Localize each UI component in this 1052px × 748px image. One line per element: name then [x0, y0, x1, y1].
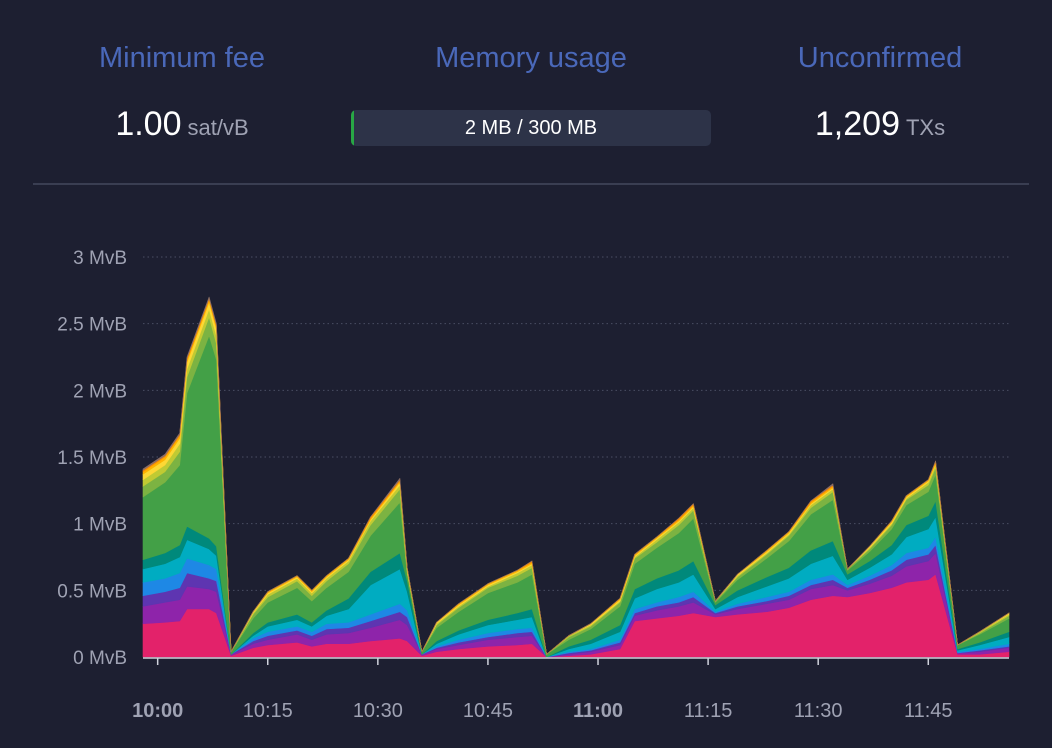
minimum-fee-stat: Minimum fee 1.00 sat/vB [32, 36, 332, 150]
y-tick-label: 0.5 MvB [57, 581, 127, 602]
mempool-size-chart[interactable]: 0 MvB 0.5 MvB 1 MvB 1.5 MvB 2 MvB 2.5 MvB 3 Mv… [0, 186, 1052, 746]
x-tick-label: 10:00 [132, 700, 183, 722]
x-tick-label: 11:00 [573, 700, 623, 722]
x-tick-label: 11:45 [904, 700, 953, 722]
memory-usage-text: 2 MB / 300 MB [464, 117, 598, 139]
mempool-stats: Minimum fee 1.00 sat/vB Memory usage 2 MB… [0, 0, 1052, 185]
unconfirmed-value: 1,209 [814, 105, 900, 143]
area-series-13[interactable] [142, 296, 1010, 655]
unconfirmed-stat: Unconfirmed 1,209 TXs [730, 36, 1030, 150]
x-tick-label: 11:15 [684, 700, 733, 722]
y-tick-label: 3 MvB [73, 248, 127, 269]
minimum-fee-unit: sat/vB [187, 115, 249, 140]
unconfirmed-unit: TXs [905, 115, 946, 140]
minimum-fee-value-row: 1.00 sat/vB [32, 102, 332, 150]
y-tick-label: 1 MvB [73, 515, 127, 536]
chart-axes: 0 MvB 0.5 MvB 1 MvB 1.5 MvB 2 MvB 2.5 MvB 3 Mv… [57, 248, 1009, 722]
x-tick-label: 10:15 [243, 700, 293, 722]
memory-usage-bar-fill [351, 110, 354, 146]
memory-usage-stat: Memory usage [381, 36, 681, 80]
unconfirmed-value-row: 1,209 TXs [730, 102, 1030, 150]
chart-areas[interactable] [142, 296, 1010, 658]
y-tick-label: 1.5 MvB [57, 448, 127, 469]
memory-usage-title: Memory usage [435, 42, 627, 74]
x-tick-label: 10:30 [353, 700, 403, 722]
minimum-fee-title: Minimum fee [99, 42, 265, 74]
unconfirmed-title: Unconfirmed [797, 42, 963, 74]
y-tick-label: 2 MvB [73, 381, 127, 402]
y-tick-label: 2.5 MvB [57, 315, 127, 336]
memory-usage-bar: 2 MB / 300 MB [351, 110, 711, 146]
minimum-fee-value: 1.00 [115, 105, 182, 143]
x-tick-label: 11:30 [794, 700, 843, 722]
stats-divider [33, 183, 1029, 185]
x-tick-label: 10:45 [463, 700, 513, 722]
y-tick-label: 0 MvB [73, 648, 127, 669]
